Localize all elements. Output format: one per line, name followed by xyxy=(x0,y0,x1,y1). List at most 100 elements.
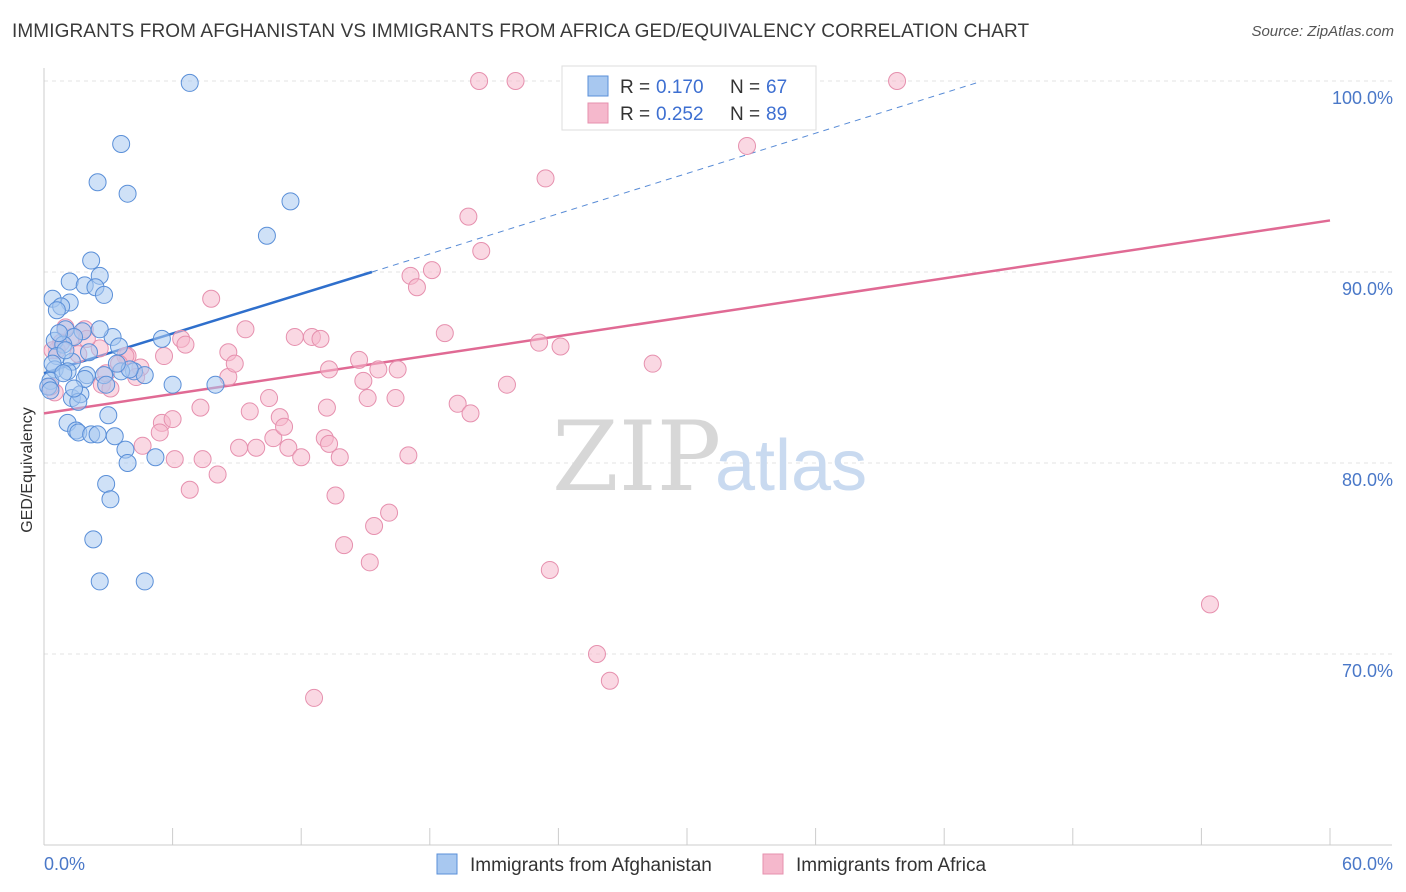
point-africa xyxy=(407,278,426,297)
point-africa xyxy=(335,536,354,555)
point-africa xyxy=(399,446,418,465)
point-afghanistan xyxy=(99,406,118,425)
point-africa xyxy=(350,350,369,369)
legend-n-label-afghanistan: N = xyxy=(730,77,760,98)
point-africa xyxy=(551,337,570,356)
trend-line-africa xyxy=(43,219,1331,415)
point-afghanistan xyxy=(206,375,225,394)
point-africa xyxy=(240,402,259,421)
series-legend: Immigrants from Afghanistan Immigrants f… xyxy=(436,853,986,876)
point-afghanistan xyxy=(101,490,120,509)
y-tick-labels: 100.0% 90.0% 80.0% 70.0% xyxy=(1332,88,1393,681)
point-africa xyxy=(354,371,373,390)
point-africa xyxy=(388,360,407,379)
point-africa xyxy=(470,72,489,90)
legend-r-label-afghanistan: R = xyxy=(620,77,650,98)
point-africa xyxy=(888,72,907,90)
watermark-zip: ZIP xyxy=(552,401,721,513)
point-africa xyxy=(264,429,283,448)
point-afghanistan xyxy=(135,366,154,385)
point-afghanistan xyxy=(88,425,107,444)
y-tick-label: 70.0% xyxy=(1342,661,1393,681)
point-africa xyxy=(193,450,212,469)
data-points xyxy=(39,72,1219,707)
point-afghanistan xyxy=(105,427,124,446)
point-africa xyxy=(600,671,619,690)
legend-n-value-afghanistan: 67 xyxy=(766,77,787,98)
bottom-legend-swatch-afghanistan xyxy=(436,853,458,875)
point-africa xyxy=(165,450,184,469)
y-tick-label: 100.0% xyxy=(1332,88,1393,108)
point-africa xyxy=(369,360,388,379)
point-afghanistan xyxy=(97,475,116,494)
legend-n-value-africa: 89 xyxy=(766,104,787,125)
point-africa xyxy=(202,289,221,308)
point-africa xyxy=(738,136,757,155)
point-africa xyxy=(530,333,549,352)
point-afghanistan xyxy=(50,324,69,343)
point-afghanistan xyxy=(118,454,137,472)
point-africa xyxy=(365,517,384,536)
point-afghanistan xyxy=(80,343,99,362)
point-afghanistan xyxy=(88,173,107,192)
point-afghanistan xyxy=(54,364,73,383)
point-afghanistan xyxy=(112,135,131,154)
bottom-legend-label-africa: Immigrants from Africa xyxy=(796,855,986,876)
point-africa xyxy=(279,438,298,457)
point-africa xyxy=(236,320,255,339)
point-africa xyxy=(163,410,182,429)
point-afghanistan xyxy=(146,448,165,467)
legend-r-label-africa: R = xyxy=(620,104,650,125)
point-afghanistan xyxy=(60,272,79,291)
x-tick-label-min: 0.0% xyxy=(44,854,85,874)
point-africa xyxy=(320,434,339,453)
y-tick-label: 80.0% xyxy=(1342,470,1393,490)
point-africa xyxy=(360,553,379,572)
point-africa xyxy=(358,389,377,408)
y-tick-label: 90.0% xyxy=(1342,279,1393,299)
bottom-legend-swatch-africa xyxy=(762,853,784,875)
point-africa xyxy=(176,335,195,354)
point-afghanistan xyxy=(90,572,109,591)
point-africa xyxy=(497,375,516,394)
point-afghanistan xyxy=(90,320,109,339)
point-africa xyxy=(587,645,606,663)
point-afghanistan xyxy=(180,73,199,92)
source-label: Source: ZipAtlas.com xyxy=(1251,23,1394,40)
point-africa xyxy=(208,465,227,484)
point-africa xyxy=(448,394,467,413)
point-afghanistan xyxy=(257,226,276,245)
point-africa xyxy=(150,423,169,442)
point-afghanistan xyxy=(82,251,101,270)
point-africa xyxy=(461,404,480,423)
legend-r-value-afghanistan: 0.170 xyxy=(656,77,704,98)
point-africa xyxy=(285,327,304,346)
point-africa xyxy=(180,480,199,499)
point-afghanistan xyxy=(56,341,75,360)
legend-swatch-africa xyxy=(587,102,609,124)
point-africa xyxy=(133,436,152,455)
point-africa xyxy=(472,241,491,260)
point-afghanistan xyxy=(95,285,114,304)
point-africa xyxy=(247,438,266,457)
point-africa xyxy=(317,398,336,417)
watermark-atlas: atlas xyxy=(715,426,867,506)
point-africa xyxy=(435,324,454,343)
point-africa xyxy=(386,389,405,408)
point-africa xyxy=(643,354,662,373)
point-africa xyxy=(305,688,324,707)
point-afghanistan xyxy=(47,301,66,320)
point-africa xyxy=(275,417,294,436)
legend-r-value-africa: 0.252 xyxy=(656,104,704,125)
point-africa xyxy=(380,503,399,522)
point-africa xyxy=(292,448,311,467)
point-afghanistan xyxy=(41,381,60,400)
y-axis-label: GED/Equivalency xyxy=(19,407,36,532)
bottom-legend-label-afghanistan: Immigrants from Afghanistan xyxy=(470,855,712,876)
chart-title: IMMIGRANTS FROM AFGHANISTAN VS IMMIGRANT… xyxy=(12,21,1030,42)
point-africa xyxy=(540,560,559,579)
point-afghanistan xyxy=(152,329,171,348)
legend-swatch-afghanistan xyxy=(587,75,609,97)
point-africa xyxy=(155,347,174,366)
